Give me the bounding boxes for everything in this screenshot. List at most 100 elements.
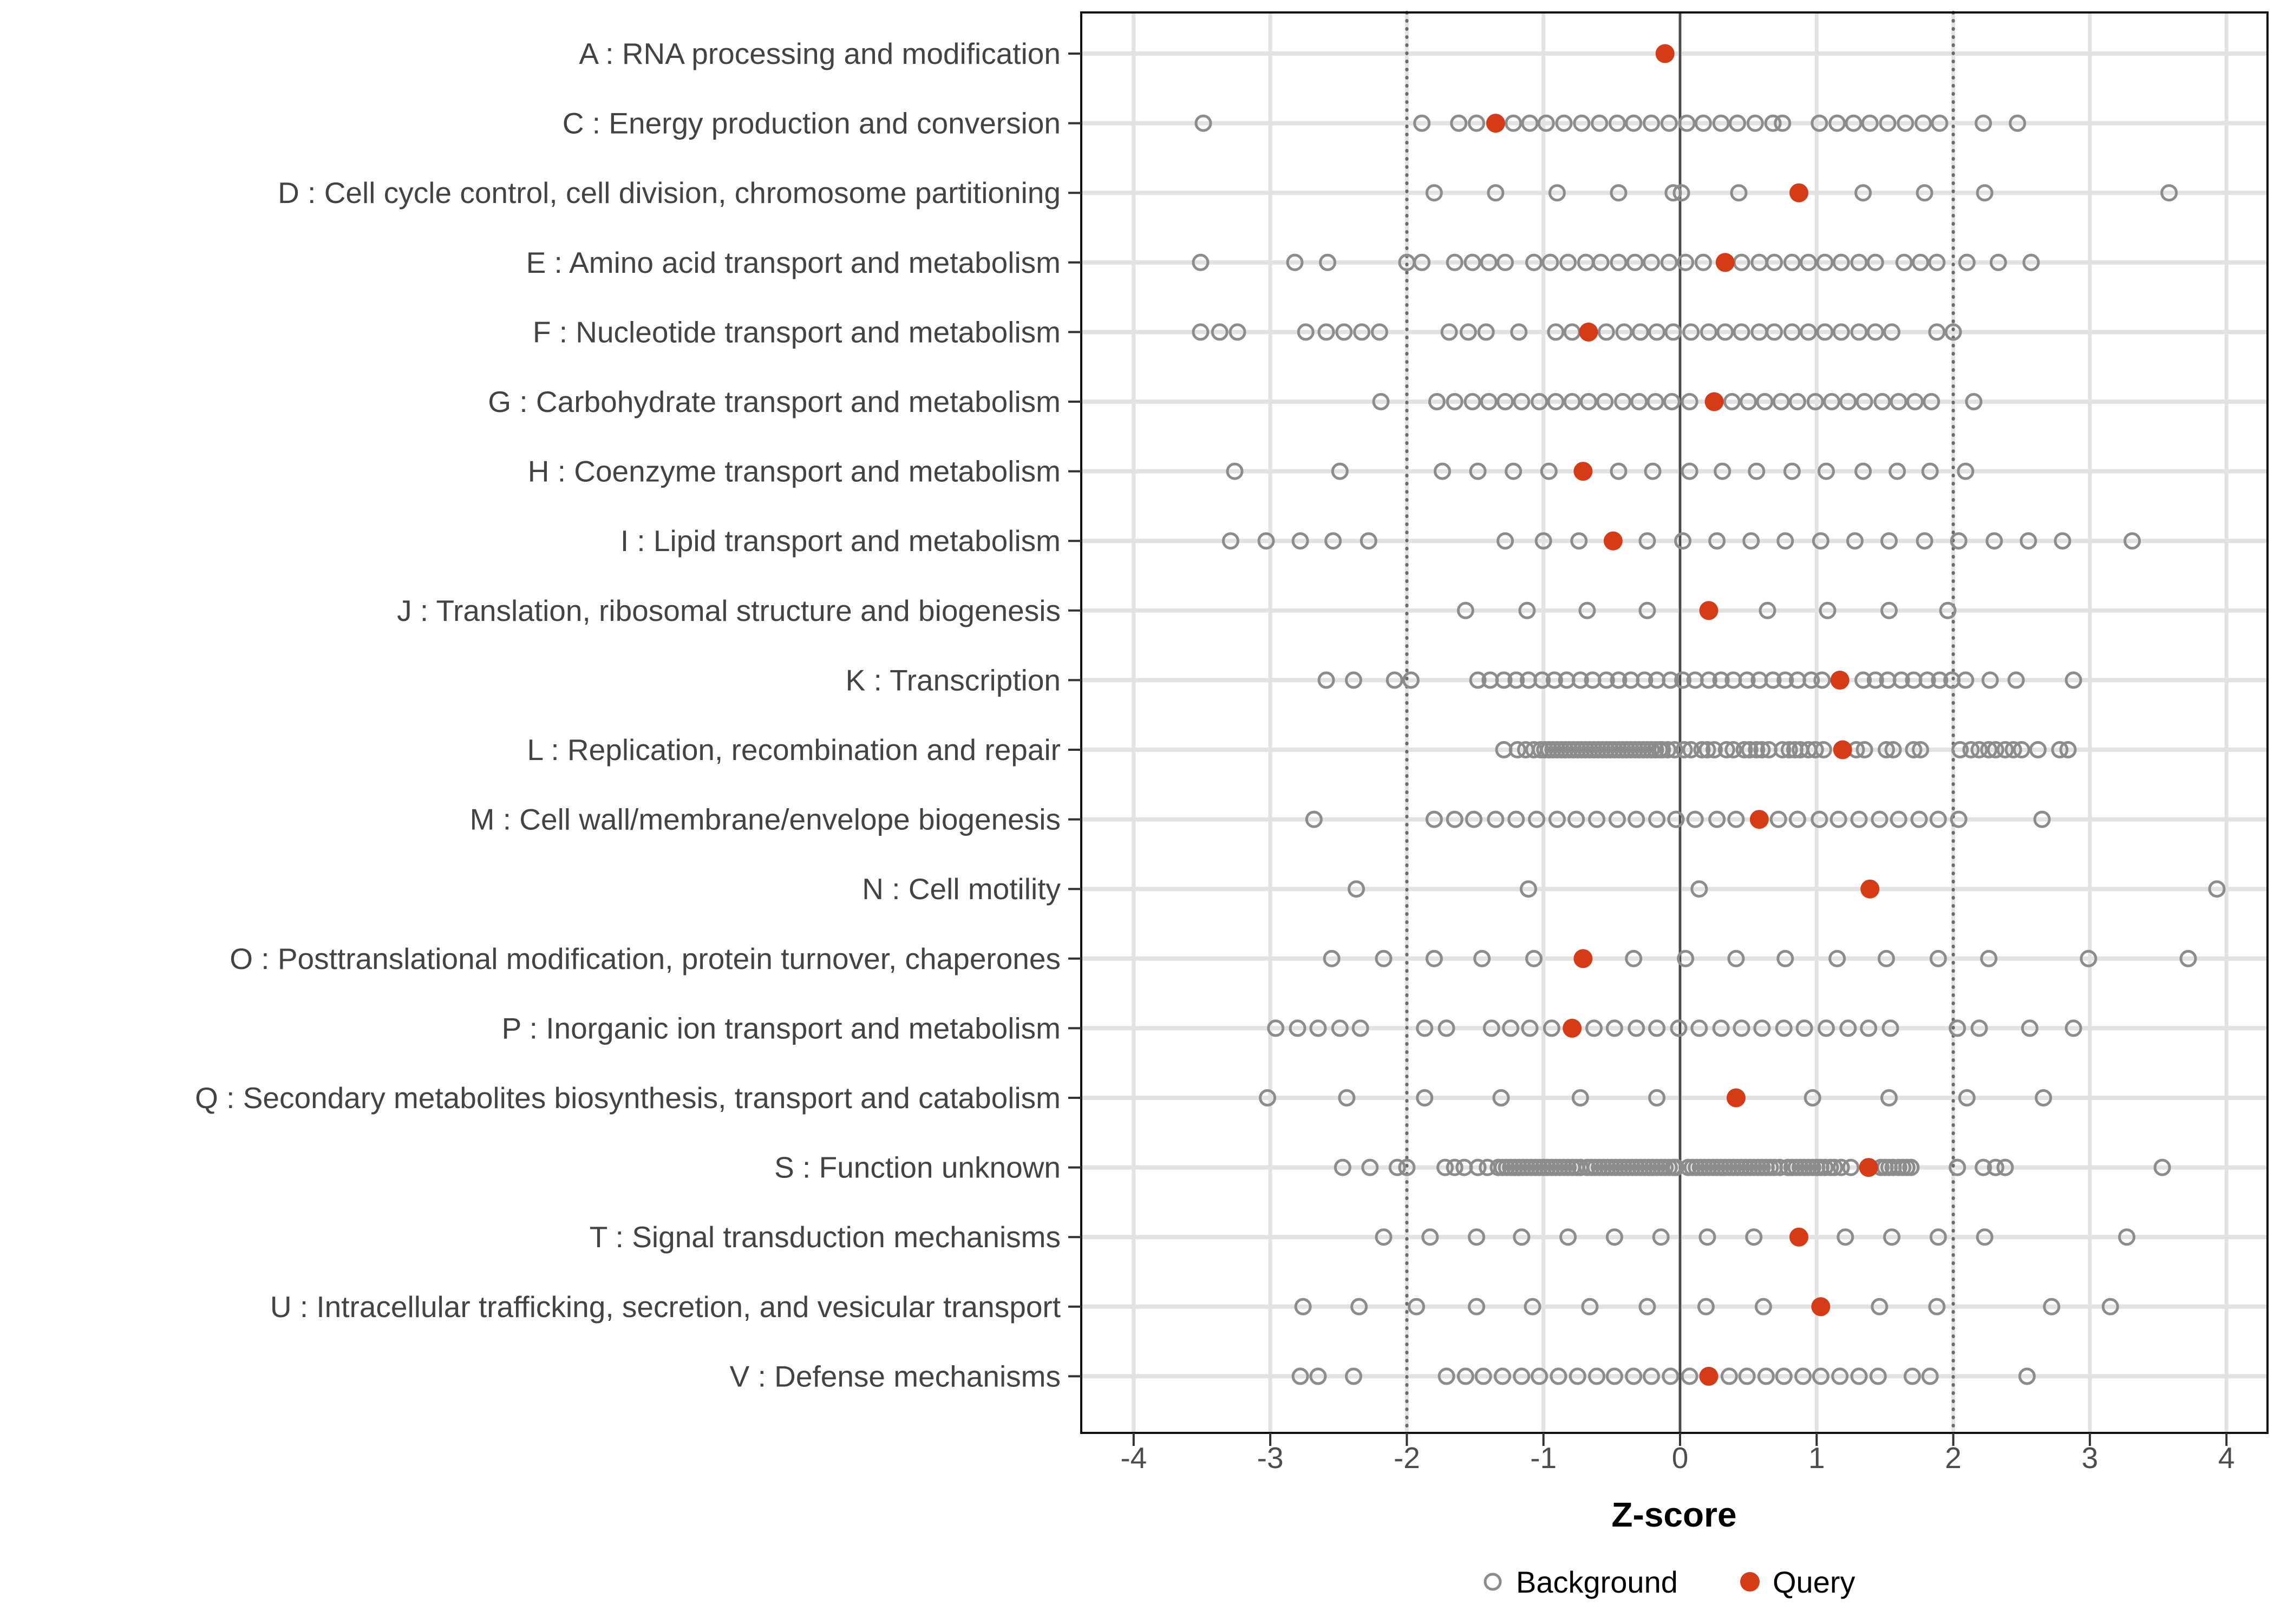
background-point	[1672, 184, 1690, 202]
background-point	[1386, 671, 1403, 689]
background-point	[1468, 114, 1486, 132]
background-point	[1690, 880, 1708, 898]
background-point	[1636, 671, 1654, 689]
background-point	[1581, 1298, 1599, 1315]
background-point	[1811, 114, 1828, 132]
background-point	[1351, 1019, 1369, 1037]
background-point	[1473, 949, 1491, 967]
background-point	[1723, 393, 1741, 410]
background-point	[1892, 671, 1910, 689]
background-point	[1643, 253, 1661, 271]
background-point	[1648, 810, 1666, 828]
background-point	[1880, 532, 1898, 550]
background-point	[1309, 1367, 1327, 1385]
query-point	[1833, 740, 1852, 759]
category-label: K : Transcription	[846, 663, 1061, 697]
background-point	[1521, 1019, 1539, 1037]
background-point	[1482, 1019, 1500, 1037]
background-point	[1286, 253, 1304, 271]
query-point	[1699, 601, 1718, 620]
background-point	[1259, 1089, 1277, 1106]
background-point	[1456, 1367, 1474, 1385]
background-point	[1631, 323, 1649, 341]
background-point	[1682, 323, 1700, 341]
background-point	[1440, 323, 1458, 341]
category-label: H : Coenzyme transport and metabolism	[528, 455, 1061, 488]
background-point	[1323, 949, 1341, 967]
background-point	[1667, 810, 1685, 828]
background-point	[1592, 253, 1610, 271]
background-point	[1579, 393, 1597, 410]
background-point	[1700, 671, 1717, 689]
background-point	[1513, 1228, 1531, 1246]
background-point	[1194, 114, 1212, 132]
background-point	[1686, 810, 1704, 828]
x-tick-label: -3	[1257, 1441, 1284, 1475]
background-point	[1880, 601, 1898, 619]
background-point	[1890, 810, 1907, 828]
background-point	[1950, 532, 1968, 550]
background-point	[1665, 741, 1683, 758]
background-point	[1345, 671, 1363, 689]
background-point	[1317, 323, 1335, 341]
background-point	[1626, 253, 1644, 271]
background-point	[1469, 671, 1487, 689]
background-point	[1949, 1158, 1966, 1176]
background-point	[1774, 114, 1792, 132]
background-point	[1880, 1089, 1898, 1106]
background-point	[1648, 1019, 1666, 1037]
background-point	[1839, 1019, 1857, 1037]
background-point	[1291, 532, 1309, 550]
background-point	[1548, 810, 1566, 828]
background-point	[1502, 1019, 1520, 1037]
background-point	[1854, 184, 1872, 202]
background-point	[1469, 462, 1487, 480]
legend-query-label: Query	[1773, 1565, 1855, 1599]
background-point	[1929, 949, 1947, 967]
background-point	[1319, 253, 1337, 271]
background-point	[1569, 1367, 1586, 1385]
category-label: S : Function unknown	[774, 1151, 1061, 1184]
background-point	[1698, 1228, 1716, 1246]
background-point	[1360, 532, 1377, 550]
background-point	[1638, 1298, 1656, 1315]
background-point	[2051, 741, 2069, 758]
background-point	[1297, 323, 1315, 341]
background-point	[1740, 393, 1757, 410]
background-point	[1814, 741, 1832, 758]
background-point	[1664, 323, 1682, 341]
background-point	[1890, 393, 1907, 410]
background-point	[1413, 253, 1431, 271]
background-point	[1741, 741, 1759, 758]
background-point	[1591, 114, 1609, 132]
background-point	[1697, 1298, 1715, 1315]
background-point	[1528, 810, 1546, 828]
background-point	[2179, 949, 2197, 967]
background-point	[1766, 323, 1783, 341]
background-point	[1812, 1367, 1829, 1385]
background-point	[2029, 741, 2047, 758]
background-point	[1345, 1367, 1363, 1385]
x-axis-title: Z-score	[1611, 1495, 1736, 1534]
background-point	[1677, 253, 1695, 271]
category-label: Q : Secondary metabolites biosynthesis, …	[195, 1081, 1061, 1115]
category-label: G : Carbohydrate transport and metabolis…	[488, 385, 1061, 418]
background-point	[1521, 114, 1539, 132]
x-tick-label: 2	[1945, 1441, 1962, 1475]
background-point	[1648, 1089, 1666, 1106]
background-point	[1923, 393, 1940, 410]
reference-lines	[1405, 11, 1955, 1435]
background-point	[1800, 323, 1818, 341]
background-point	[1776, 949, 1794, 967]
category-label: E : Amino acid transport and metabolism	[526, 246, 1061, 279]
background-point	[1910, 810, 1928, 828]
background-point	[1548, 184, 1566, 202]
background-point	[1903, 1367, 1921, 1385]
background-point	[1735, 741, 1753, 758]
background-point	[1547, 323, 1565, 341]
background-point	[1712, 1019, 1730, 1037]
legend-background-marker-icon	[1484, 1573, 1502, 1591]
background-point	[1939, 601, 1957, 619]
query-point	[1811, 1297, 1831, 1317]
background-point	[1664, 184, 1682, 202]
